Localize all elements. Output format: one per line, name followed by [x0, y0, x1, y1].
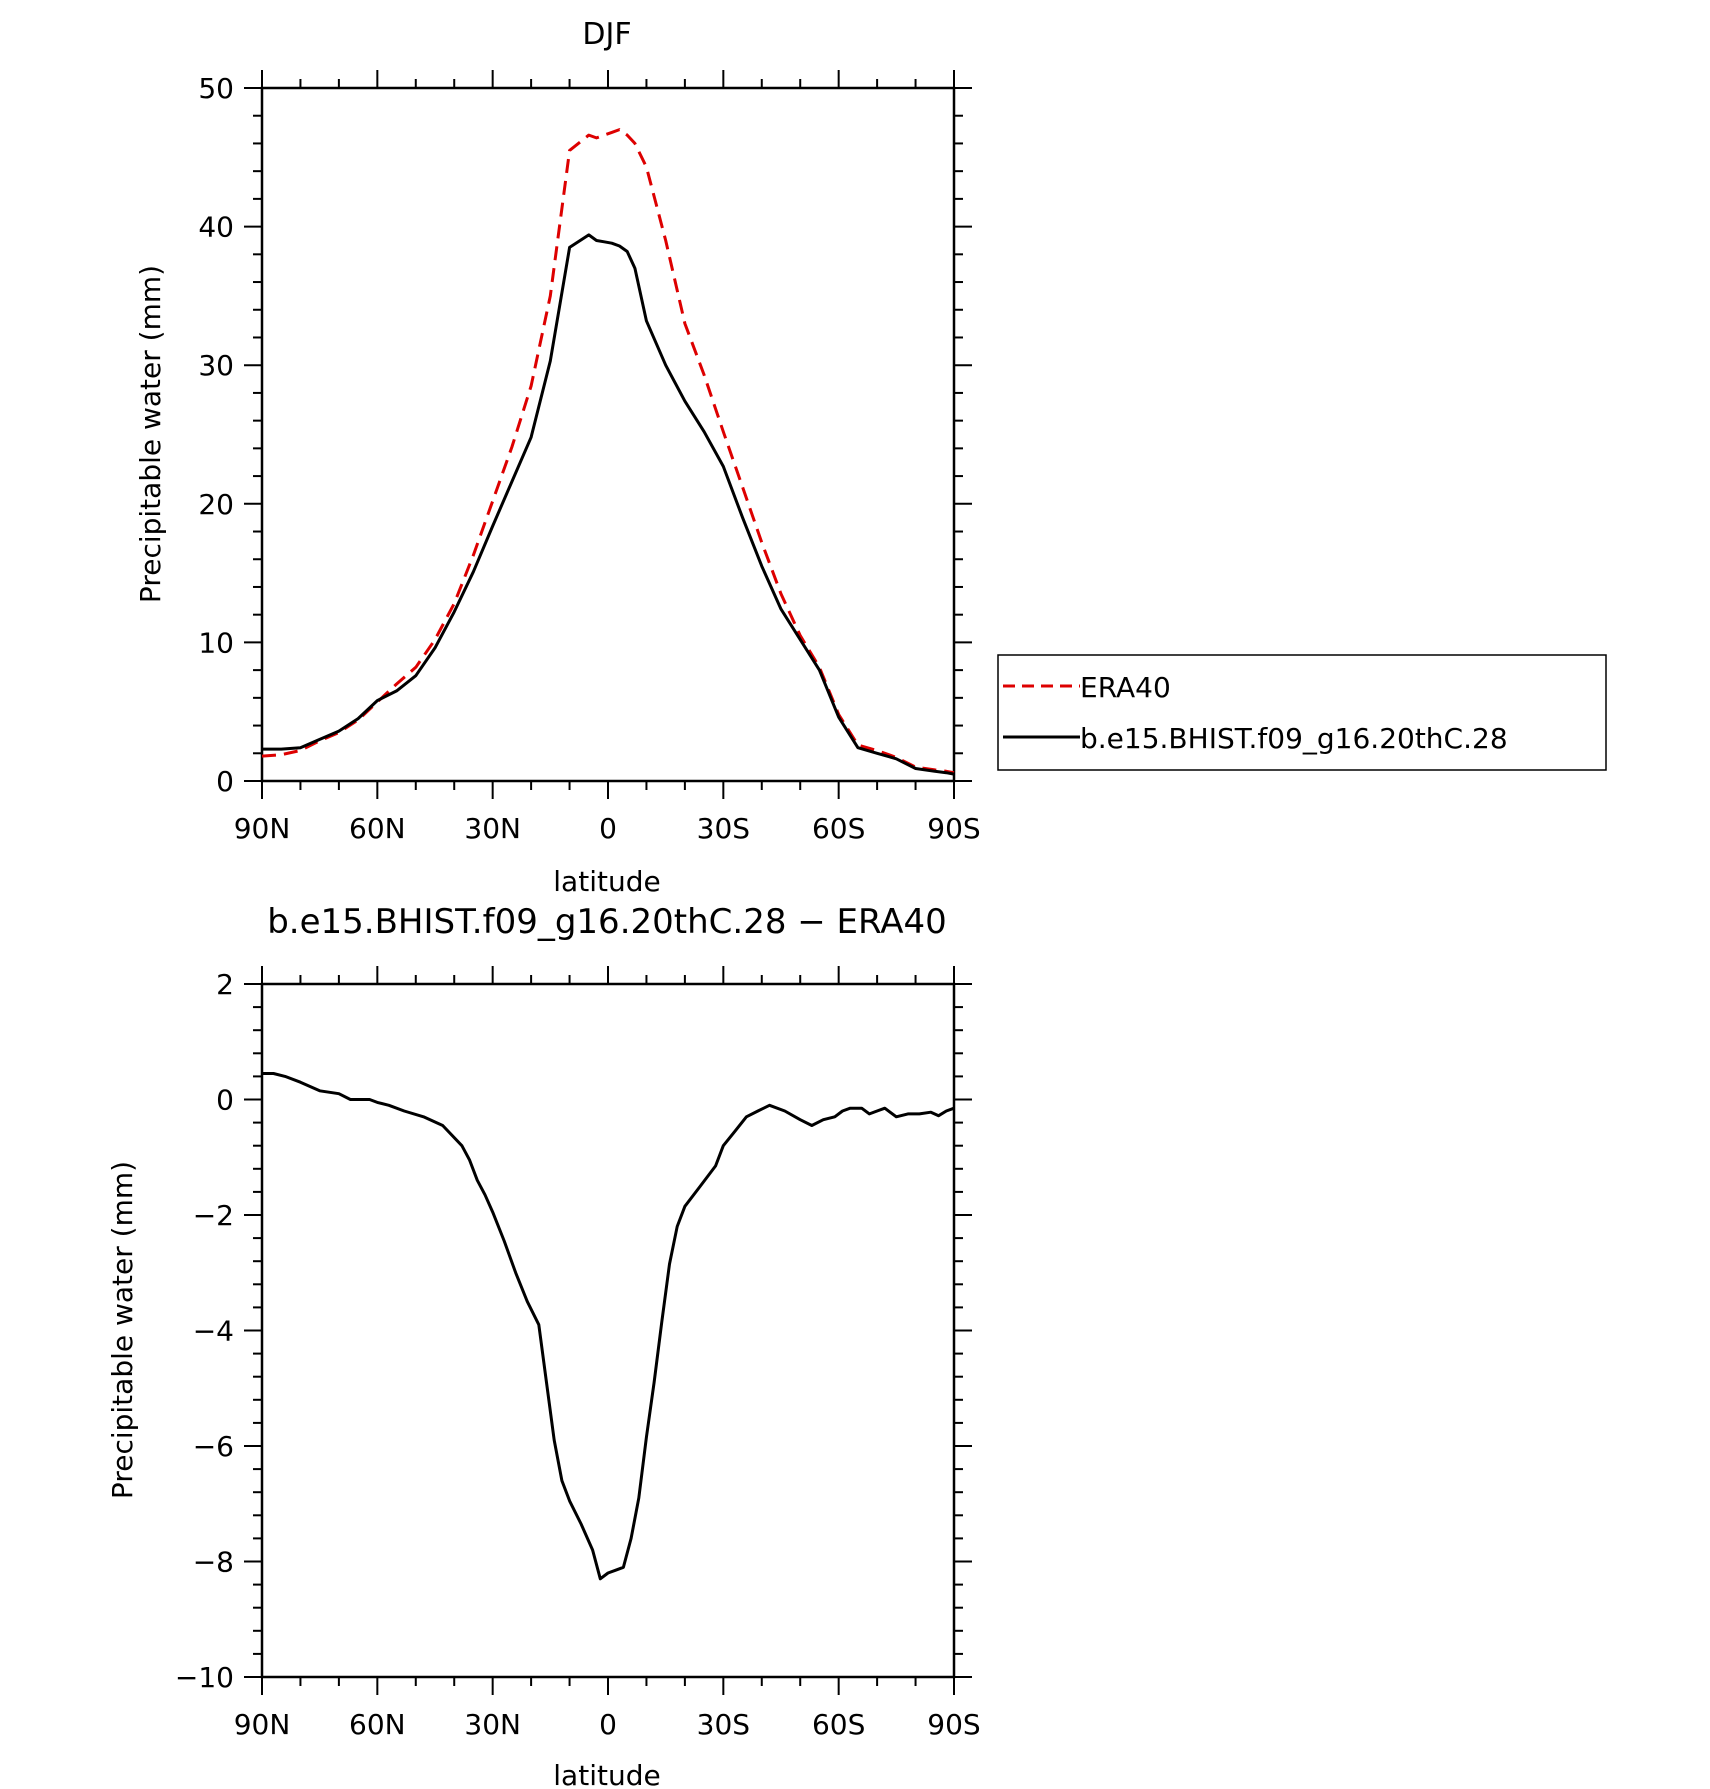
- legend-label-era40: ERA40: [1080, 671, 1171, 704]
- y-axis-label: Precipitable water (mm): [106, 1161, 139, 1499]
- y-tick-label: −4: [193, 1315, 234, 1348]
- x-tick-label: 60S: [812, 1708, 865, 1741]
- x-tick-label: 60N: [349, 812, 406, 845]
- x-tick-label: 30N: [464, 1708, 521, 1741]
- y-axis-ticks: 0 10 20 30 40 50: [198, 72, 972, 798]
- x-axis-label: latitude: [553, 1759, 660, 1789]
- panel-djf: DJF 0 10 20 30 40 50 90N 60N 30N 0 30S 60S 90S lati…: [134, 17, 981, 898]
- x-tick-label: 60S: [812, 812, 865, 845]
- legend-label-model: b.e15.BHIST.f09_g16.20thC.28: [1080, 722, 1508, 755]
- y-tick-label: 0: [216, 1084, 234, 1117]
- x-tick-label: 30N: [464, 812, 521, 845]
- y-tick-label: 50: [198, 72, 234, 105]
- chart-title: b.e15.BHIST.f09_g16.20thC.28 − ERA40: [267, 902, 947, 942]
- x-tick-label: 90S: [927, 812, 980, 845]
- y-tick-label: 40: [198, 211, 234, 244]
- x-axis-ticks: 90N 60N 30N 0 30S 60S 90S: [234, 966, 981, 1741]
- y-tick-label: 0: [216, 765, 234, 798]
- series-layer: [262, 1072, 955, 1581]
- x-tick-label: 60N: [349, 1708, 406, 1741]
- x-axis-ticks: 90N 60N 30N 0 30S 60S 90S: [234, 70, 981, 845]
- series-line-difference: [262, 1072, 955, 1581]
- x-tick-label: 30S: [697, 812, 750, 845]
- y-tick-label: 30: [198, 349, 234, 382]
- panel-difference: b.e15.BHIST.f09_g16.20thC.28 − ERA40 −10…: [106, 902, 981, 1789]
- x-tick-label: 0: [599, 812, 617, 845]
- y-tick-label: 2: [216, 968, 234, 1001]
- series-line-b-e15-bhist-f09-g16-20thc-28: [262, 233, 955, 776]
- y-tick-label: −6: [193, 1430, 234, 1463]
- y-axis-ticks: −10 −8 −6 −4 −2 0 2: [175, 968, 972, 1694]
- x-tick-label: 0: [599, 1708, 617, 1741]
- y-tick-label: 20: [198, 488, 234, 521]
- x-tick-label: 90N: [234, 1708, 291, 1741]
- x-axis-label: latitude: [553, 865, 660, 898]
- plot-frame: [260, 86, 956, 783]
- x-tick-label: 90N: [234, 812, 291, 845]
- y-axis-label: Precipitable water (mm): [134, 265, 167, 603]
- y-tick-label: −10: [175, 1661, 234, 1694]
- x-tick-label: 30S: [697, 1708, 750, 1741]
- legend: ERA40 b.e15.BHIST.f09_g16.20thC.28: [997, 654, 1607, 771]
- y-tick-label: −8: [193, 1546, 234, 1579]
- series-layer: [261, 128, 955, 776]
- x-tick-label: 90S: [927, 1708, 980, 1741]
- chart-title: DJF: [582, 17, 631, 52]
- series-line-era40: [261, 128, 955, 775]
- legend-box: [997, 654, 1607, 771]
- y-tick-label: −2: [193, 1199, 234, 1232]
- y-tick-label: 10: [198, 626, 234, 659]
